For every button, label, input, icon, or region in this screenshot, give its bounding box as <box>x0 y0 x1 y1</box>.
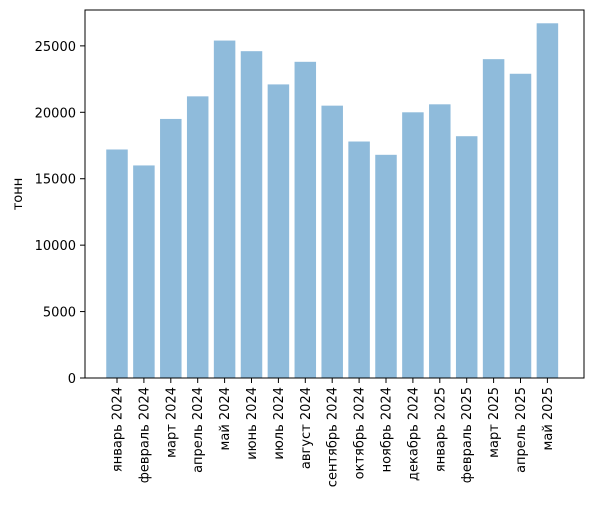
x-tick-label: февраль 2024 <box>137 387 152 483</box>
y-tick-label: 15000 <box>35 173 76 188</box>
x-tick-label: март 2024 <box>164 387 179 458</box>
bar <box>186 96 209 378</box>
y-axis-ticks: 0 5000 10000 15000 20000 25000 <box>35 40 85 387</box>
y-tick-label: 5000 <box>43 306 76 321</box>
bar <box>536 23 559 378</box>
y-axis-label: тонн <box>11 178 26 211</box>
bar <box>133 165 155 378</box>
bars-group <box>106 23 559 379</box>
y-tick-label: 25000 <box>35 40 76 55</box>
x-tick-label: июнь 2024 <box>245 387 260 460</box>
bar <box>429 104 451 378</box>
x-tick-label: декабрь 2024 <box>406 387 421 481</box>
x-tick-label: январь 2025 <box>433 387 448 472</box>
y-tick-label: 0 <box>68 372 76 387</box>
x-tick-label: март 2025 <box>487 387 502 458</box>
bar <box>375 154 397 378</box>
x-tick-label: апрель 2025 <box>514 387 529 473</box>
x-tick-label: июль 2024 <box>272 387 287 460</box>
bar <box>321 105 343 379</box>
bar <box>106 149 128 378</box>
x-tick-label: август 2024 <box>299 387 314 469</box>
bar <box>482 59 505 378</box>
bar <box>455 136 478 378</box>
bar <box>402 112 424 379</box>
bar <box>267 84 290 379</box>
y-tick-label: 20000 <box>35 106 76 121</box>
x-tick-label: октябрь 2024 <box>353 387 368 479</box>
bar <box>509 73 532 379</box>
x-tick-label: январь 2024 <box>111 387 126 472</box>
bar <box>294 61 317 379</box>
x-tick-label: февраль 2025 <box>460 387 475 483</box>
x-axis-ticks: январь 2024 февраль 2024 март 2024 апрель 2… <box>111 378 556 487</box>
bar <box>213 40 236 379</box>
x-tick-label: апрель 2024 <box>191 387 206 473</box>
x-tick-label: май 2024 <box>218 387 233 450</box>
plot-frame <box>84 9 585 379</box>
bar <box>160 118 182 378</box>
y-tick-label: 10000 <box>35 239 76 254</box>
bar <box>348 141 370 378</box>
bar <box>240 51 263 379</box>
x-tick-label: ноябрь 2024 <box>380 387 395 472</box>
x-tick-label: май 2025 <box>541 387 556 450</box>
x-tick-label: сентябрь 2024 <box>326 387 341 487</box>
